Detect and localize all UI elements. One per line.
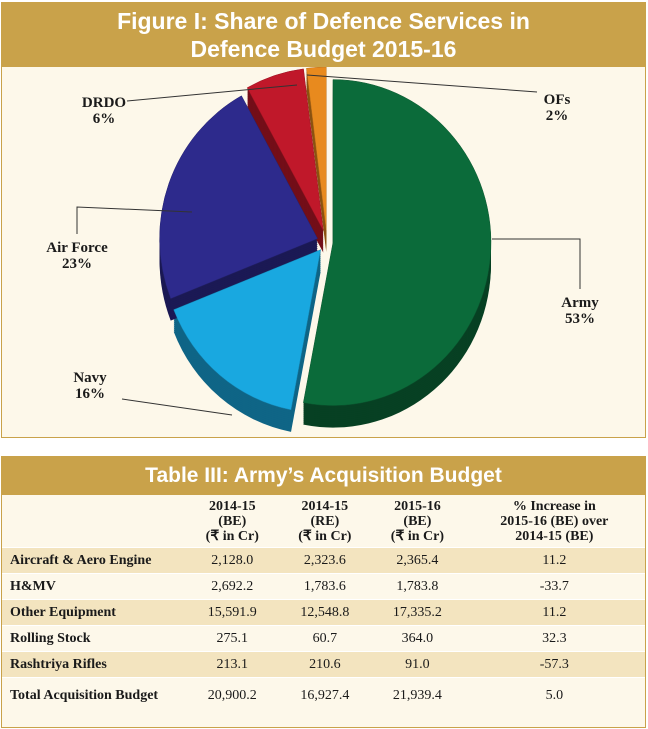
table-cell: 275.1 xyxy=(186,625,279,652)
table-title: Table III: Army’s Acquisition Budget xyxy=(2,457,645,495)
slice-label-value: 6% xyxy=(93,111,116,127)
pie-slice-navy xyxy=(173,249,321,411)
table-cell: 1,783.6 xyxy=(278,573,372,600)
column-header-2: 2014-15 (RE) (₹ in Cr) xyxy=(279,495,372,548)
column-header-0 xyxy=(2,495,186,548)
row-label: Rolling Stock xyxy=(2,625,186,652)
slice-label-value: 16% xyxy=(75,386,105,402)
column-header-line: 2015-16 (BE) over xyxy=(500,514,609,529)
row-label: Aircraft & Aero Engine xyxy=(2,547,186,574)
table-cell: 91.0 xyxy=(371,651,464,678)
table-cell: 15,591.9 xyxy=(186,599,279,626)
table-cell: 32.3 xyxy=(463,625,645,652)
row-label: Total Acquisition Budget xyxy=(2,677,186,712)
table-cell: 210.6 xyxy=(278,651,372,678)
table-cell: 2,365.4 xyxy=(371,547,464,574)
table-row: Other Equipment 15,591.9 12,548.8 17,335.2 1… xyxy=(2,599,645,626)
slice-label-value: 2% xyxy=(546,108,569,124)
slice-label-name: Air Force xyxy=(46,240,108,256)
pie-slice-drdo xyxy=(246,68,324,231)
pie-slice-ofs xyxy=(306,67,327,231)
column-header-line: 2014-15 xyxy=(208,499,256,514)
leader-line xyxy=(492,238,581,289)
column-header-line: (₹ in Cr) xyxy=(205,529,259,544)
table-cell: 2,323.6 xyxy=(278,547,372,574)
pie-slice-army xyxy=(303,79,492,406)
slice-label-name: Navy xyxy=(73,370,107,386)
row-label: Other Equipment xyxy=(2,599,186,626)
column-header-line: 2015-16 xyxy=(394,499,441,514)
column-header-4: % Increase in 2015-16 (BE) over 2014-15 (B… xyxy=(464,495,645,548)
column-header-3: 2015-16 (BE) (₹ in Cr) xyxy=(371,495,464,548)
figure-title-line1: Figure I: Share of Defence Services in xyxy=(117,8,530,34)
table-cell: 17,335.2 xyxy=(371,599,464,626)
table-cell: 11.2 xyxy=(463,547,645,574)
slice-label-value: 23% xyxy=(62,256,92,272)
slice-label-name: OFs xyxy=(544,92,571,108)
column-header-line: % Increase in xyxy=(512,499,596,514)
row-label: Rashtriya Rifles xyxy=(2,651,186,678)
slice-label-name: Army xyxy=(561,295,599,311)
table-panel: Table III: Army’s Acquisition Budget 201… xyxy=(1,456,646,728)
leader-line xyxy=(126,84,298,102)
acquisition-table: 2014-15 (BE) (₹ in Cr) 2014-15 (RE) (₹ in Cr)… xyxy=(2,495,645,712)
table-cell: 2,692.2 xyxy=(186,573,279,600)
column-header-line: (BE) xyxy=(218,514,247,529)
table-cell: -57.3 xyxy=(463,651,645,678)
column-header-1: 2014-15 (BE) (₹ in Cr) xyxy=(186,495,279,548)
table-body: Aircraft & Aero Engine 2,128.0 2,323.6 2,36… xyxy=(2,547,645,712)
column-header-line: (₹ in Cr) xyxy=(298,529,352,544)
table-row: Rolling Stock 275.1 60.7 364.0 32.3 xyxy=(2,625,645,652)
table-cell: 1,783.8 xyxy=(371,573,464,600)
figure-panel: Figure I: Share of Defence Services in D… xyxy=(1,2,646,438)
row-label: H&MV xyxy=(2,573,186,600)
table-header-row: 2014-15 (BE) (₹ in Cr) 2014-15 (RE) (₹ in Cr)… xyxy=(2,495,645,548)
table-cell: 2,128.0 xyxy=(186,547,279,574)
table-cell: 11.2 xyxy=(463,599,645,626)
column-header-line: (RE) xyxy=(310,514,340,529)
column-header-line: (₹ in Cr) xyxy=(390,529,445,544)
table-cell: 213.1 xyxy=(186,651,279,678)
slice-label-name: DRDO xyxy=(82,95,126,111)
table-row: Aircraft & Aero Engine 2,128.0 2,323.6 2,36… xyxy=(2,547,645,574)
table-cell: 20,900.2 xyxy=(186,677,279,712)
figure-title: Figure I: Share of Defence Services in D… xyxy=(2,3,645,67)
figure-title-line2: Defence Budget 2015-16 xyxy=(190,36,457,62)
table-cell: 60.7 xyxy=(278,625,372,652)
table-row: Total Acquisition Budget 20,900.2 16,927.4… xyxy=(2,677,645,712)
column-header-line: 2014-15 (BE) xyxy=(515,529,594,544)
column-header-line: 2014-15 xyxy=(301,499,349,514)
leader-line xyxy=(121,398,233,416)
table-cell: 5.0 xyxy=(463,677,645,712)
table-row: H&MV 2,692.2 1,783.6 1,783.8 -33.7 xyxy=(2,573,645,600)
table-cell: 364.0 xyxy=(371,625,464,652)
slice-label-value: 53% xyxy=(565,311,595,327)
leader-line xyxy=(76,206,193,234)
table-row: Rashtriya Rifles 213.1 210.6 91.0 -57.3 xyxy=(2,651,645,678)
table-cell: -33.7 xyxy=(463,573,645,600)
table-cell: 12,548.8 xyxy=(278,599,372,626)
table-cell: 16,927.4 xyxy=(278,677,372,712)
table-cell: 21,939.4 xyxy=(371,677,464,712)
pie-slice-air-force xyxy=(159,95,318,299)
leader-line xyxy=(306,74,538,93)
column-header-line: (BE) xyxy=(403,514,432,529)
